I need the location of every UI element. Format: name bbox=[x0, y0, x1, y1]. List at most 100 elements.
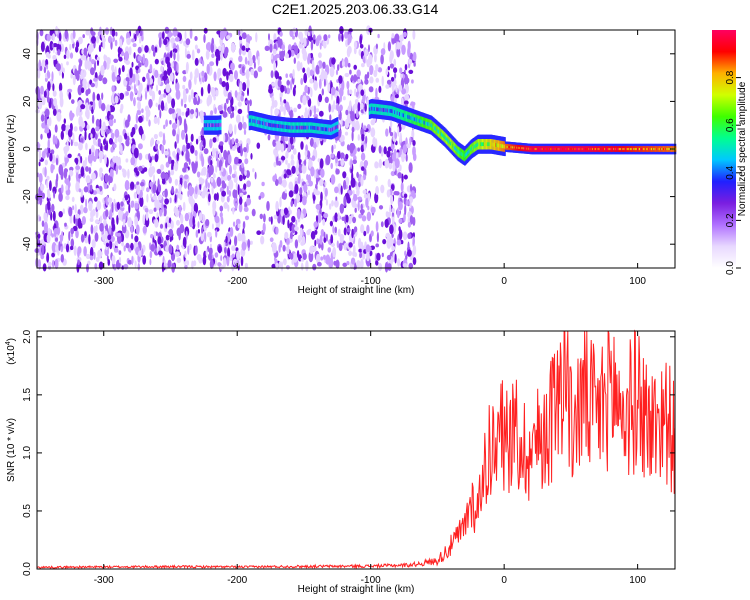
noise-cell bbox=[211, 53, 215, 59]
noise-cell bbox=[82, 235, 85, 241]
noise-cell bbox=[134, 235, 139, 243]
noise-cell bbox=[361, 241, 364, 250]
noise-cell bbox=[131, 255, 134, 266]
noise-cell bbox=[383, 146, 387, 155]
noise-cell bbox=[142, 225, 147, 234]
noise-cell bbox=[394, 72, 397, 79]
noise-cell bbox=[131, 61, 134, 68]
ridge-cell bbox=[514, 146, 517, 149]
ridge-cell bbox=[308, 125, 311, 130]
noise-cell bbox=[52, 43, 58, 48]
ridge-cell bbox=[384, 108, 387, 113]
noise-cell bbox=[209, 61, 215, 67]
noise-cell bbox=[273, 61, 277, 71]
noise-cell bbox=[271, 96, 275, 103]
noise-cell bbox=[39, 195, 43, 206]
noise-cell bbox=[214, 107, 217, 115]
noise-cell bbox=[309, 78, 314, 84]
noise-cell bbox=[296, 159, 300, 170]
noise-cell bbox=[125, 139, 130, 147]
noise-cell bbox=[108, 225, 112, 235]
noise-cell bbox=[403, 100, 409, 105]
ridge-cell bbox=[483, 142, 485, 147]
noise-cell bbox=[97, 249, 103, 259]
noise-cell bbox=[278, 36, 280, 47]
noise-cell bbox=[80, 104, 86, 110]
noise-cell bbox=[366, 224, 370, 234]
noise-cell bbox=[275, 200, 279, 212]
noise-cell bbox=[224, 247, 227, 254]
noise-cell bbox=[63, 146, 68, 152]
noise-cell bbox=[359, 44, 364, 49]
noise-cell bbox=[396, 239, 402, 246]
noise-cell bbox=[89, 217, 94, 222]
noise-cell bbox=[59, 235, 63, 245]
noise-cell bbox=[399, 132, 403, 143]
noise-cell bbox=[259, 191, 265, 199]
noise-cell bbox=[182, 236, 187, 248]
noise-cell bbox=[384, 218, 389, 228]
noise-cell bbox=[363, 125, 367, 131]
ridge-cell bbox=[574, 148, 577, 151]
noise-cell bbox=[134, 123, 138, 130]
ridge-cell bbox=[423, 120, 425, 125]
noise-cell bbox=[319, 208, 322, 215]
ridge-cell bbox=[586, 148, 589, 151]
noise-cell bbox=[245, 42, 250, 49]
noise-cell bbox=[303, 183, 308, 193]
ridge-cell bbox=[546, 148, 549, 151]
noise-cell bbox=[215, 89, 219, 97]
noise-cell bbox=[273, 161, 277, 168]
noise-cell bbox=[85, 166, 89, 172]
noise-cell bbox=[149, 258, 152, 266]
noise-cell bbox=[334, 212, 338, 223]
noise-cell bbox=[299, 187, 303, 195]
noise-cell bbox=[114, 137, 118, 144]
noise-cell bbox=[320, 256, 324, 261]
noise-cell bbox=[346, 261, 350, 266]
noise-cell bbox=[118, 209, 123, 221]
noise-cell bbox=[331, 57, 336, 65]
noise-cell bbox=[322, 254, 326, 260]
noise-cell bbox=[348, 250, 352, 257]
noise-cell bbox=[349, 69, 352, 75]
noise-cell bbox=[103, 138, 106, 146]
noise-cell bbox=[183, 174, 189, 180]
noise-cell bbox=[234, 105, 237, 111]
noise-cell bbox=[83, 186, 89, 193]
noise-cell bbox=[178, 183, 182, 195]
noise-cell bbox=[119, 144, 123, 155]
noise-cell bbox=[231, 245, 236, 252]
noise-cell bbox=[65, 243, 70, 253]
noise-cell bbox=[186, 260, 190, 266]
noise-cell bbox=[222, 27, 227, 37]
noise-cell bbox=[58, 241, 61, 252]
noise-cell bbox=[44, 115, 48, 126]
noise-cell bbox=[207, 182, 210, 189]
noise-cell bbox=[402, 263, 408, 268]
noise-cell bbox=[280, 143, 285, 153]
noise-cell bbox=[369, 65, 374, 74]
noise-cell bbox=[236, 94, 240, 101]
noise-cell bbox=[190, 109, 195, 115]
noise-cell bbox=[102, 77, 108, 85]
noise-cell bbox=[288, 181, 294, 190]
noise-cell bbox=[176, 244, 180, 251]
noise-cell bbox=[41, 150, 46, 159]
ridge-cell bbox=[282, 124, 284, 129]
noise-cell bbox=[275, 262, 279, 270]
noise-cell bbox=[339, 203, 344, 214]
noise-cell bbox=[211, 223, 214, 230]
noise-cell bbox=[235, 202, 238, 210]
noise-cell bbox=[375, 185, 379, 195]
noise-cell bbox=[231, 173, 236, 178]
noise-cell bbox=[61, 123, 66, 132]
noise-cell bbox=[37, 70, 41, 79]
noise-cell bbox=[286, 238, 290, 246]
noise-cell bbox=[348, 185, 352, 191]
noise-cell bbox=[409, 196, 414, 204]
noise-cell bbox=[85, 175, 91, 184]
ridge-cell bbox=[649, 148, 651, 151]
noise-cell bbox=[154, 58, 159, 65]
noise-cell bbox=[363, 230, 367, 237]
